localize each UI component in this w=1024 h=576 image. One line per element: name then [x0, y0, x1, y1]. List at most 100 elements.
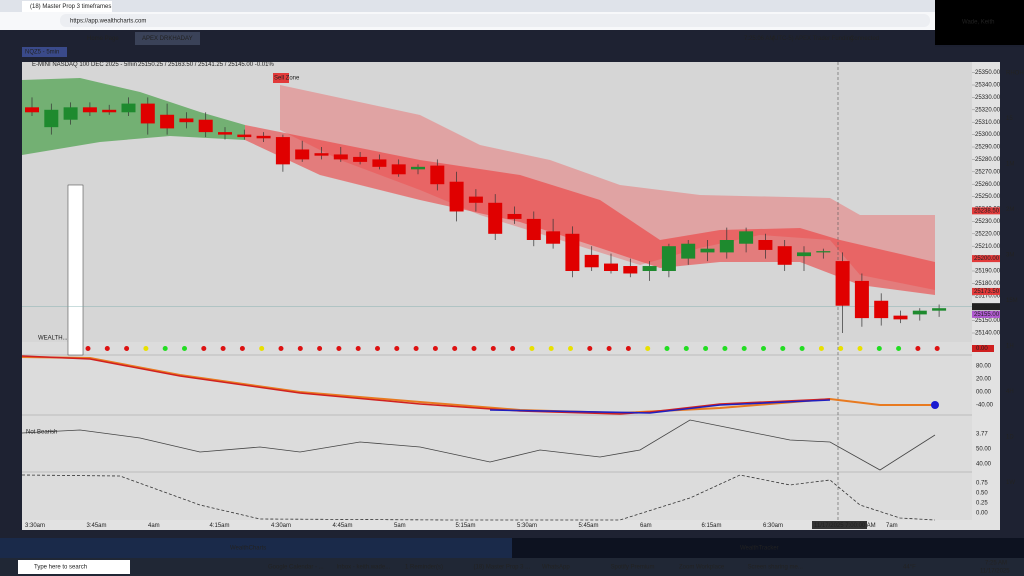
app-topbar — [0, 30, 935, 47]
account: APEX Trader Funding — [795, 36, 853, 42]
price-label: 25250.00 — [975, 194, 1001, 200]
price-badge-label: 25173.50 — [974, 289, 1000, 295]
bottom-tab[interactable] — [512, 538, 1024, 558]
time-label: 3:30am — [25, 523, 45, 529]
axis-label: 00.00 — [976, 390, 992, 396]
time-label: 5:30am — [517, 523, 537, 529]
signal-dot — [432, 346, 438, 351]
axis-label: 20.00 — [976, 377, 992, 383]
active-tab[interactable] — [135, 32, 200, 45]
taskbar-app[interactable]: WhatsApp — [542, 565, 570, 571]
time-label: 6am — [640, 523, 652, 529]
timeframe-button[interactable]: 2M — [1006, 207, 1014, 213]
candle-body — [584, 254, 599, 268]
timeframe-button[interactable]: 1W — [1006, 480, 1015, 486]
axis-label: -40.00 — [976, 403, 994, 409]
signal-dot — [490, 346, 496, 351]
taskbar-app[interactable]: Google Calendar - ... — [268, 565, 324, 571]
indicator-name: Not Bearish — [26, 430, 57, 436]
candle-body — [63, 107, 78, 120]
candle-body — [661, 246, 676, 271]
crosshair-label: 11/17/2025 7:00:00 AM — [814, 523, 876, 529]
crosshair-badge — [812, 521, 867, 529]
search-text[interactable]: Type here to search — [34, 565, 87, 571]
candle-body — [449, 181, 464, 212]
taskbar-app[interactable]: (18) Master Prop 3 ... — [474, 565, 531, 571]
search-box[interactable] — [18, 560, 130, 574]
price-badge — [972, 310, 1000, 318]
taskbar-app[interactable]: 1 Reminder(s) — [405, 565, 443, 571]
taskbar-app[interactable]: Spotify Premium — [611, 565, 655, 571]
signal-dot — [85, 346, 91, 351]
taskbar-app[interactable]: Screen sharing me... — [748, 565, 804, 571]
signal-dot — [703, 346, 709, 351]
time-label: 6:15am — [702, 523, 722, 529]
timeframe-button[interactable]: 15M — [1006, 298, 1018, 304]
candle-body — [642, 266, 657, 271]
tray-date: 11/17/2025 — [980, 569, 1010, 575]
signal-dot — [182, 346, 187, 351]
price-badge-label: 25238.50 — [974, 208, 1000, 214]
address-bar[interactable] — [60, 14, 930, 27]
oscillator-line — [21, 419, 936, 471]
browser-tab[interactable] — [22, 1, 112, 12]
candle-body — [218, 132, 232, 135]
bottom-tab-label[interactable]: WealthTracker — [740, 546, 779, 552]
signal-dot — [317, 346, 323, 351]
drawing-toolbar[interactable] — [67, 184, 84, 356]
tab-strip — [0, 0, 1024, 12]
candle-body — [835, 261, 850, 306]
price-badge-label: 25155.00 — [974, 312, 1000, 318]
timeframe-button[interactable]: 1H — [1006, 344, 1014, 350]
symbol-box[interactable] — [22, 47, 67, 57]
candle-body — [604, 263, 618, 271]
signal-dot — [143, 346, 149, 351]
time-axis — [22, 520, 1000, 530]
candle-body — [932, 308, 947, 311]
candle-body — [25, 107, 39, 113]
timeframe-button[interactable]: 3M — [1006, 253, 1014, 259]
candle-body — [333, 154, 348, 160]
signal: Sell Zone — [274, 76, 300, 82]
price-label: 25290.00 — [975, 145, 1001, 151]
time-label: 5am — [394, 523, 406, 529]
bottom-tab[interactable] — [0, 538, 512, 558]
candle-body — [893, 315, 908, 320]
signal-dot — [722, 346, 728, 351]
timezone: (UTC-5) — [772, 36, 794, 42]
price-badge — [972, 287, 1000, 295]
candle-body — [719, 240, 734, 253]
candle-body — [797, 252, 811, 257]
candle-body — [546, 231, 561, 244]
timeframe-button[interactable]: 1M — [1006, 162, 1014, 168]
red-cloud — [280, 85, 935, 290]
candle-body — [179, 118, 194, 123]
signal-dot — [394, 346, 400, 351]
candle-body — [295, 149, 310, 160]
time-label: 5:15am — [456, 523, 476, 529]
timeframe-button[interactable]: 1D — [1006, 435, 1014, 441]
signal-dot — [452, 346, 458, 351]
signal-dot — [664, 346, 670, 351]
axis-label: 0.75 — [976, 481, 988, 487]
time-label: 7am — [886, 523, 898, 529]
signal-dot — [471, 346, 477, 351]
timeframe-button[interactable]: RHOH — [1006, 71, 1024, 77]
bottom-tab-label[interactable]: WealthCharts — [230, 546, 266, 552]
taskbar-app[interactable]: Inbox - keith.wade... — [337, 565, 391, 571]
time-label: 4:45am — [333, 523, 353, 529]
price-label: 25300.00 — [975, 132, 1001, 138]
candle-body — [256, 135, 271, 139]
symbol: NQZ5 - 5min — [25, 50, 59, 56]
axis-label: 0.00 — [976, 511, 988, 517]
signal-dot — [104, 346, 110, 351]
taskbar-app[interactable]: Zoom Workplace — [679, 565, 725, 571]
indicator-line — [489, 399, 831, 414]
timeframe-button[interactable]: 4H — [1006, 389, 1014, 395]
price-label: 25320.00 — [975, 107, 1001, 113]
candle-body — [44, 109, 59, 128]
weather: 44°F — [903, 565, 916, 571]
timeframe-button[interactable]: 15 — [1006, 116, 1013, 122]
user-name: Wade, Keith — [962, 20, 994, 26]
